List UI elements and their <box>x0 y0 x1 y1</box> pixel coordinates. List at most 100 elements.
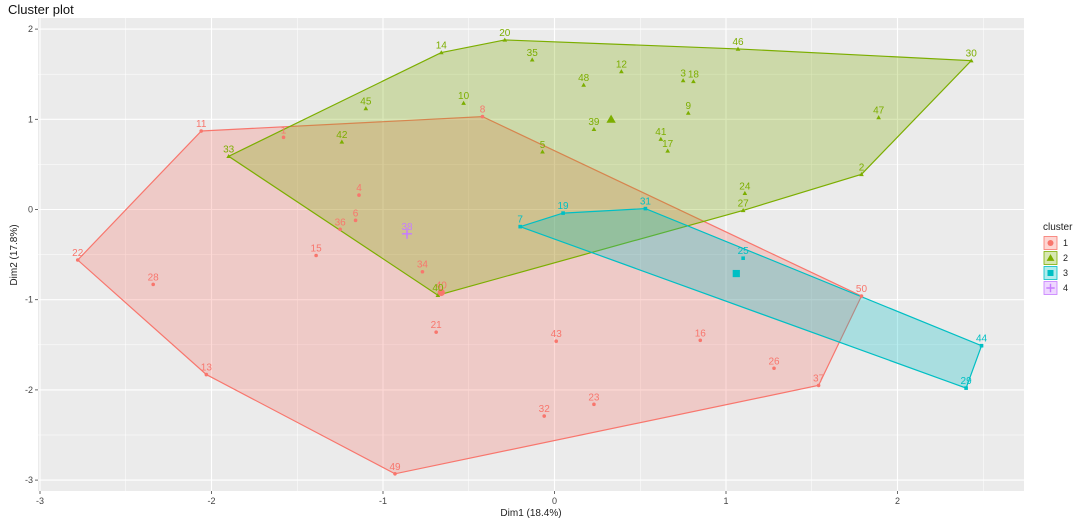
point-label: 7 <box>517 215 523 226</box>
point-label: 19 <box>558 201 570 212</box>
cluster-1-point <box>554 339 559 343</box>
x-tick-label: 2 <box>895 496 900 506</box>
cluster-3-point <box>964 386 968 390</box>
point-label: 25 <box>738 246 750 257</box>
x-tick-label: 0 <box>552 496 557 506</box>
point-label: 33 <box>223 144 235 155</box>
point-label: 42 <box>336 130 348 141</box>
cluster-2-point <box>339 139 345 144</box>
point-label: 6 <box>353 208 359 219</box>
cluster-2-point <box>363 106 369 111</box>
point-label: 14 <box>436 41 448 52</box>
cluster-1-point <box>338 227 342 232</box>
legend-symbol-1 <box>1047 240 1054 246</box>
legend-symbol-4 <box>1046 283 1055 293</box>
y-axis-ticks: -3 -2 -1 0 1 2 <box>25 24 38 485</box>
cluster-3-point <box>741 256 745 261</box>
legend-label-4: 4 <box>1063 283 1068 293</box>
cluster-1-point <box>357 193 361 197</box>
cluster-2-point <box>691 79 696 84</box>
cluster-2-point <box>859 171 864 177</box>
cluster-3-center <box>732 269 740 278</box>
cluster-1-point <box>698 338 703 343</box>
legend-label-1: 1 <box>1063 238 1068 248</box>
point-label: 21 <box>431 320 443 331</box>
legend-symbol-3 <box>1047 270 1054 276</box>
point-label: 5 <box>540 140 546 151</box>
x-tick-label: 1 <box>723 496 728 506</box>
grid-minor <box>38 18 1024 491</box>
point-label: 15 <box>311 244 323 255</box>
point-label: 22 <box>72 248 84 259</box>
point-label: 50 <box>856 284 868 295</box>
cluster-1-hull <box>76 115 863 475</box>
cluster-2-point <box>461 100 466 105</box>
point-label: 36 <box>335 217 347 228</box>
point-label: 29 <box>961 376 973 387</box>
cluster-2-point <box>876 115 881 120</box>
cluster-2-point <box>619 69 624 74</box>
cluster-centers <box>401 114 740 297</box>
point-label: 16 <box>695 328 707 339</box>
point-label: 27 <box>738 198 750 209</box>
cluster-2-point <box>529 57 535 62</box>
y-tick-label: 2 <box>28 24 33 34</box>
point-label: 41 <box>655 127 667 138</box>
cluster-4-center <box>401 228 413 239</box>
x-tick-label: -2 <box>207 496 215 506</box>
y-tick-label: -3 <box>25 475 33 485</box>
cluster-2-point <box>685 110 691 115</box>
cluster-3-point <box>518 224 522 229</box>
cluster-2-point <box>540 149 545 154</box>
cluster-2-center <box>606 114 616 123</box>
point-label: 47 <box>873 105 885 116</box>
point-label: 17 <box>662 139 674 150</box>
x-axis-title: Dim1 (18.4%) <box>500 508 561 519</box>
point-label: 45 <box>360 96 372 107</box>
cluster-1-point <box>353 218 358 223</box>
point-label: 3 <box>680 69 686 80</box>
point-label: 37 <box>813 373 825 384</box>
cluster-1-point <box>542 414 547 418</box>
cluster-2-point <box>591 126 597 131</box>
point-label: 8 <box>480 105 486 116</box>
cluster-2-point <box>665 148 671 153</box>
point-label: 20 <box>499 28 511 39</box>
point-label: 31 <box>640 197 652 208</box>
cluster-2-point <box>742 190 748 196</box>
cluster-1-point <box>859 294 864 298</box>
cluster-2-point <box>438 50 444 55</box>
cluster-2-point <box>680 78 686 83</box>
point-label: 9 <box>685 101 691 112</box>
y-tick-label: -1 <box>25 295 33 305</box>
y-tick-label: -2 <box>25 385 33 395</box>
cluster-1-point <box>592 402 596 407</box>
y-tick-label: 0 <box>28 205 33 215</box>
legend-label-3: 3 <box>1063 268 1068 278</box>
cluster-2-point <box>735 46 741 51</box>
point-label: 35 <box>527 48 539 59</box>
cluster-2-point <box>581 82 586 87</box>
point-label: 11 <box>196 119 207 130</box>
point-label: 40 <box>436 280 448 291</box>
point-label: 30 <box>966 49 978 60</box>
point-label: 40 <box>432 283 444 294</box>
cluster-1-point <box>199 129 204 133</box>
cluster-1-point <box>480 114 485 119</box>
x-tick-label: -3 <box>36 496 44 506</box>
cluster-2-point <box>968 58 974 63</box>
point-label: 46 <box>732 37 744 48</box>
cluster-1-point <box>151 282 155 287</box>
point-label: 1 <box>281 125 287 136</box>
cluster-3-point <box>643 206 648 211</box>
legend: cluster 1 2 3 4 <box>1043 222 1073 295</box>
point-label: 38 <box>401 222 413 233</box>
legend-title: cluster <box>1043 222 1073 233</box>
cluster-3-hull <box>518 207 983 389</box>
cluster-2-point <box>658 136 664 141</box>
cluster-1-center <box>437 288 445 297</box>
y-axis-title: Dim2 (17.8%) <box>9 224 20 285</box>
point-label: 34 <box>417 260 429 271</box>
y-tick-label: 1 <box>28 114 33 124</box>
legend-label-2: 2 <box>1063 253 1068 263</box>
